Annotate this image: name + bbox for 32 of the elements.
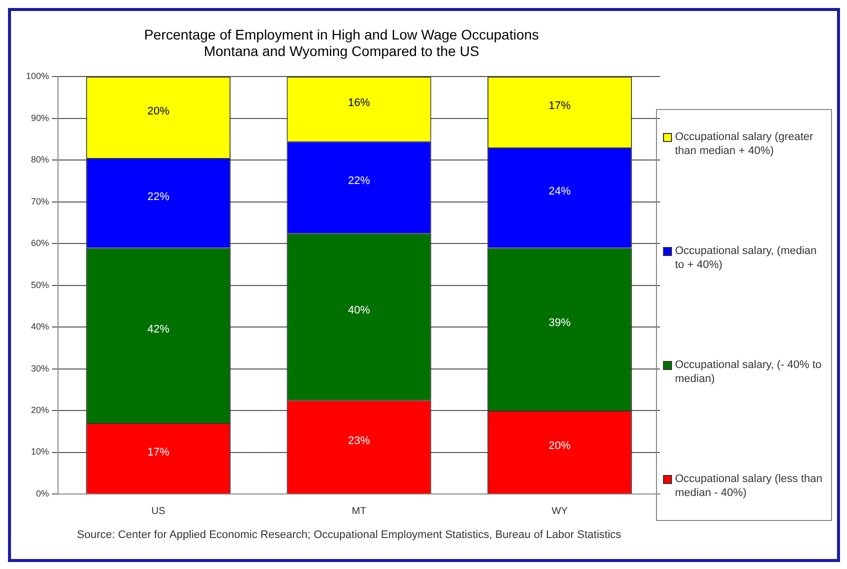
y-tick-label: 40%	[31, 322, 50, 332]
data-label: 23%	[348, 434, 370, 447]
data-label: 24%	[548, 186, 571, 198]
x-tick-label: US	[151, 506, 166, 517]
legend-label: Occupational salary (greater than median + 40%)	[675, 130, 814, 158]
data-label: 22%	[147, 190, 170, 203]
y-tick-label: 100%	[26, 71, 50, 82]
chart-title: Percentage of Employment in High and Low Wage Occupations Montana and Wyoming Compared to the US	[144, 26, 539, 60]
data-label: 20%	[548, 440, 571, 452]
y-tick-label: 0%	[36, 488, 50, 498]
y-tick-label: 70%	[31, 196, 50, 206]
y-tick-label: 80%	[31, 154, 50, 165]
data-label: 17%	[548, 100, 571, 112]
data-label: 17%	[147, 446, 170, 458]
x-tick-label: WY	[552, 506, 568, 517]
data-label: 40%	[348, 304, 370, 317]
legend-label: Occupational salary, (median to + 40%)	[675, 244, 818, 272]
y-tick-label: 30%	[31, 363, 50, 374]
y-tick-label: 90%	[31, 112, 50, 123]
source-note: Source: Center for Applied Economic Research; Occupational Employment Statistics, Bureau of Labor Statistics	[77, 529, 622, 541]
y-tick-label: 50%	[31, 280, 50, 290]
y-tick-label: 10%	[31, 446, 50, 457]
legend-label: Occupational salary (less than median - 40%)	[675, 472, 824, 500]
text: Occupational salary, (- 40% to median)	[675, 358, 823, 386]
data-label: 16%	[348, 96, 370, 109]
data-label: 39%	[548, 317, 571, 330]
data-label: 20%	[147, 105, 170, 118]
y-tick-label: 60%	[31, 238, 50, 248]
y-tick-label: 20%	[31, 405, 50, 416]
data-label: 22%	[348, 175, 370, 188]
data-label: 42%	[147, 323, 170, 336]
x-tick-label: MT	[352, 506, 366, 517]
